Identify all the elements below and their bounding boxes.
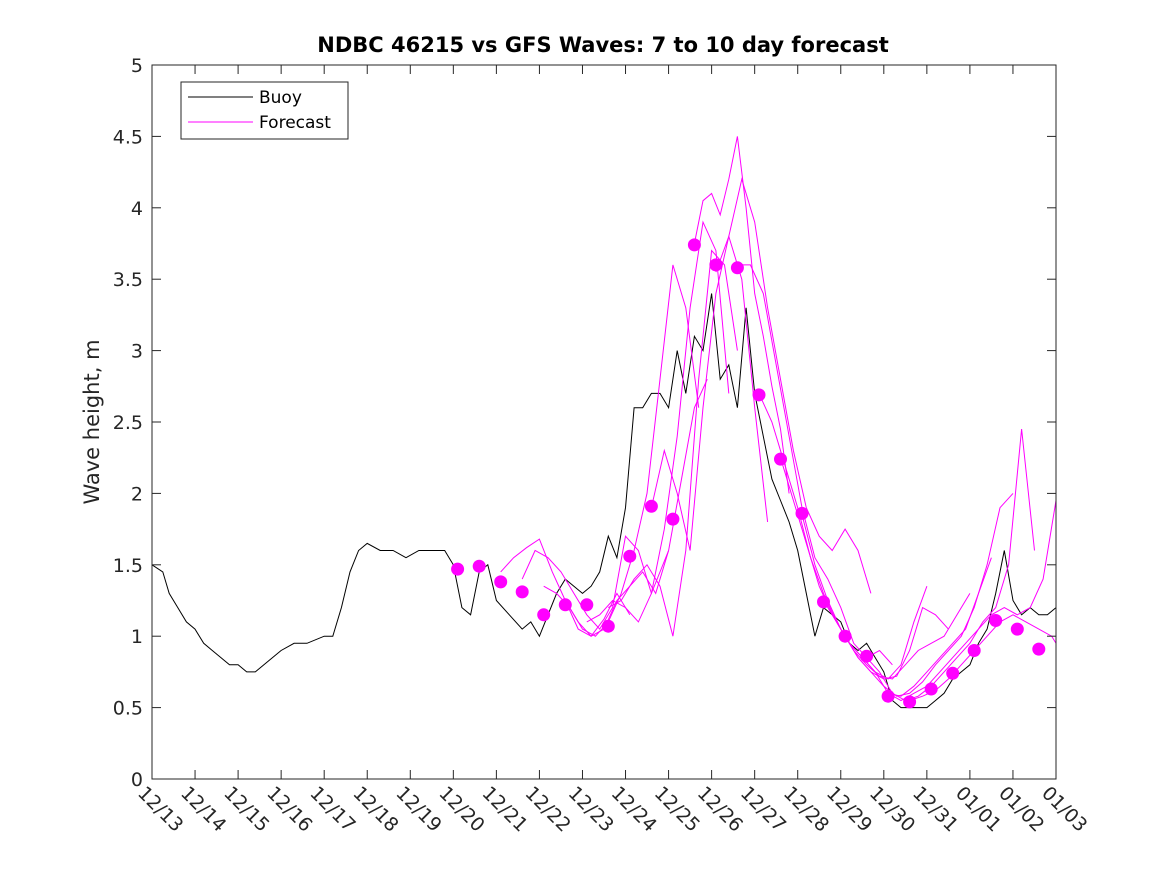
forecast-marker-point [1010, 622, 1024, 636]
forecast-marker-point [817, 595, 830, 609]
forecast-marker-point [494, 575, 508, 589]
forecast-line-13 [801, 514, 971, 680]
y-tick-label: 4 [131, 198, 143, 220]
forecast-marker-point [451, 562, 465, 576]
legend-box [180, 81, 349, 140]
forecast-line-5 [586, 220, 730, 623]
forecast-marker-point [838, 629, 852, 643]
forecast-marker-point [989, 614, 1003, 627]
legend-forecast-label: Forecast [259, 113, 331, 133]
forecast-marker-point [1032, 642, 1046, 656]
y-tick-label: 0 [131, 769, 143, 791]
forecast-marker-point [537, 608, 551, 622]
forecast-line-8 [693, 136, 790, 494]
forecast-marker-point [946, 666, 960, 680]
forecast-line-16 [866, 429, 1035, 702]
forecast-line-17 [887, 500, 1057, 702]
forecast-marker-point [967, 644, 981, 657]
legend-buoy-label: Buoy [259, 88, 302, 108]
forecast-line-4 [564, 378, 708, 637]
forecast-marker-point [472, 559, 486, 573]
forecast-line-15 [844, 493, 1014, 697]
forecast-marker-point [515, 585, 529, 599]
y-axis-label: Wave height, m [80, 339, 104, 504]
forecast-marker-point [903, 695, 917, 709]
series-layer [151, 136, 1057, 709]
forecast-line-6 [608, 249, 738, 637]
forecast-marker-point [666, 512, 680, 526]
forecast-marker-point [860, 649, 874, 663]
forecast-marker-point [730, 261, 744, 275]
y-tick-label: 1 [131, 626, 143, 648]
buoy-line [151, 293, 1057, 709]
y-tick-label: 5 [131, 55, 143, 77]
chart-title: NDBC 46215 vs GFS Waves: 7 to 10 day for… [317, 33, 888, 57]
forecast-marker-point [795, 506, 809, 520]
forecast-marker-point [558, 598, 572, 612]
forecast-marker-point [924, 682, 938, 696]
forecast-marker-point [644, 499, 658, 513]
forecast-marker-point [752, 388, 766, 402]
forecast-line-7 [650, 234, 769, 551]
y-tick-label: 0.5 [113, 698, 143, 720]
forecast-marker-point [580, 598, 594, 612]
forecast-line-9 [715, 177, 872, 594]
forecast-marker-point [623, 549, 637, 563]
y-tick-label: 1.5 [113, 555, 143, 577]
y-tick-label: 3 [131, 341, 143, 363]
forecast-marker-point [774, 452, 787, 466]
y-tick-label: 2 [131, 483, 143, 505]
forecast-marker-point [881, 689, 895, 703]
forecast-marker-point [687, 238, 701, 252]
y-tick-label: 2.5 [113, 412, 143, 434]
forecast-marker-point [601, 619, 615, 633]
forecast-line-2 [521, 535, 670, 630]
y-tick-label: 3.5 [113, 269, 143, 291]
y-tick-label: 4.5 [113, 126, 143, 148]
legend: Buoy Forecast [180, 81, 349, 140]
forecast-marker-point [709, 258, 723, 272]
